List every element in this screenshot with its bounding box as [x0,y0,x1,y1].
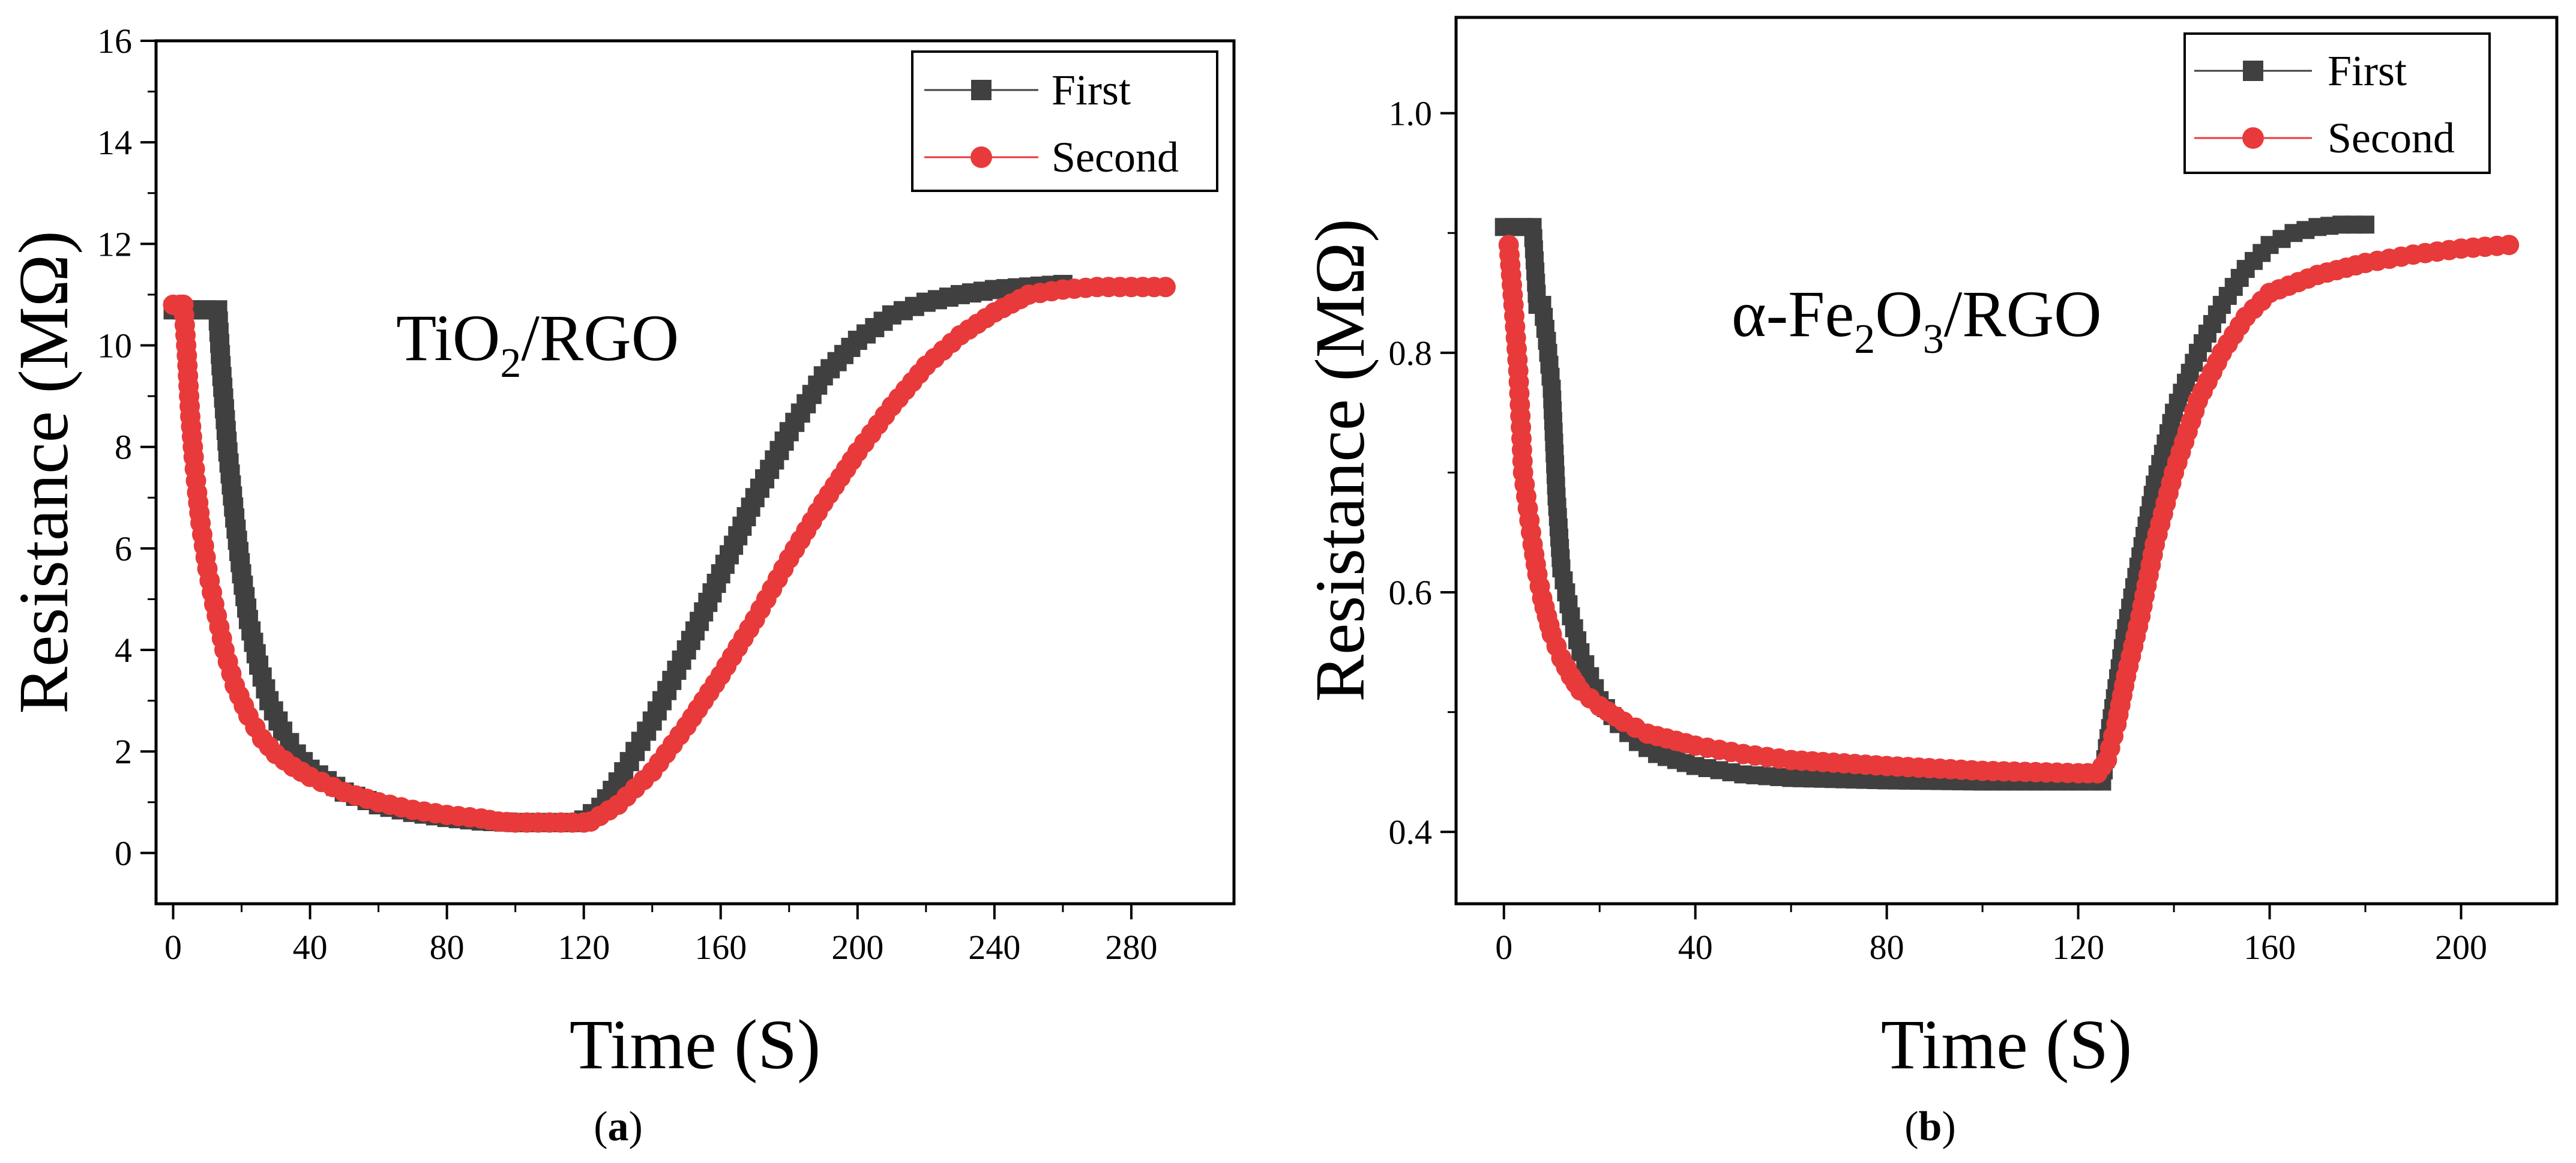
x-tick-label: 200 [831,928,883,967]
chart-a-legend-box [911,50,1218,192]
x-tick-label: 160 [694,928,747,967]
y-tick-label: 1.0 [1389,94,1433,133]
chart-a-annotation-main: TiO [396,301,500,374]
chart-b-annotation-mid: O [1875,277,1922,350]
legend-marker-first [2243,61,2263,81]
y-tick-label: 6 [115,529,132,568]
x-tick-label: 0 [1495,928,1512,967]
chart-a-x-axis-label: Time (S) [570,1005,821,1084]
chart-b-annotation: α-Fe2O3/RGO [1732,277,2102,362]
x-tick-label: 0 [164,928,182,967]
legend-marker-second [971,146,992,168]
data-point-second [1155,277,1176,298]
chart-b-x-axis-label: Time (S) [1881,1005,2132,1084]
chart-b-series [1494,215,2520,791]
chart-a-annotation-sub: 2 [500,340,521,386]
chart-b-annotation-sub1: 2 [1854,316,1875,362]
legend-label-second: Second [2328,114,2455,162]
chart-a-legend: First Second [911,50,1218,192]
panel-a-caption-letter: a [608,1104,629,1150]
x-tick-label: 160 [2243,928,2296,967]
x-tick-label: 80 [1870,928,1904,967]
x-tick-label: 40 [293,928,328,967]
x-tick-label: 280 [1105,928,1157,967]
chart-b-annotation-sub2: 3 [1923,316,1944,362]
legend-marker-second [2242,127,2264,149]
y-tick-label: 10 [97,326,132,365]
x-tick-label: 120 [558,928,610,967]
y-tick-label: 0.8 [1389,334,1433,373]
chart-a-frame [154,39,1236,906]
chart-b: 0 40 80 120 160 200 0.40.60.81.0 α-Fe2O3/RGO … [1301,16,2559,1084]
chart-a-y-axis-label: Resistance (MΩ) [4,230,83,714]
legend-label-second: Second [1052,133,1179,181]
panel-b-caption-letter: b [1919,1104,1942,1150]
chart-b-y-ticks: 0.4 0.6 0.8 1.0 [1389,94,1456,852]
chart-b-y-axis-label: Resistance (MΩ) [1301,218,1379,702]
x-tick-label: 240 [968,928,1020,967]
legend-label-first: First [1052,66,1131,114]
chart-b-legend: First Second [2183,32,2491,174]
y-tick-label: 0 [115,834,132,873]
data-point-first [2356,215,2375,234]
series-line-first [1503,223,2366,783]
x-tick-label: 200 [2435,928,2487,967]
legend-label-first: First [2328,47,2407,95]
data-point-second [2499,235,2520,256]
legend-marker-first [971,80,992,100]
y-tick-label: 14 [97,123,132,162]
chart-b-annotation-tail: /RGO [1944,277,2102,350]
y-tick-label: 12 [97,224,132,263]
chart-b-frame [1454,16,2559,906]
chart-a-annotation: TiO2/RGO [396,301,679,386]
y-tick-label: 0.6 [1389,573,1433,612]
chart-a-y-ticks: 0 2 4 6 8 10 12 14 16 [97,22,156,873]
chart-b-annotation-main: α-Fe [1732,277,1854,350]
chart-a-annotation-tail: /RGO [521,301,679,374]
chart-a-series [163,275,1176,833]
y-tick-label: 16 [97,22,132,61]
chart-b-legend-box [2183,32,2491,174]
y-tick-label: 4 [115,631,132,670]
y-tick-label: 8 [115,428,132,467]
chart-a-x-ticks: 0 40 80 120 160 200 240 280 [164,904,1157,967]
x-tick-label: 80 [430,928,465,967]
y-tick-label: 2 [115,732,132,771]
y-tick-label: 0.4 [1389,813,1433,852]
x-tick-label: 120 [2052,928,2104,967]
panel-b-caption: (b) [1904,1104,1956,1150]
chart-b-x-ticks: 0 40 80 120 160 200 [1495,904,2487,967]
panel-a-caption: (a) [594,1104,643,1150]
x-tick-label: 40 [1678,928,1713,967]
